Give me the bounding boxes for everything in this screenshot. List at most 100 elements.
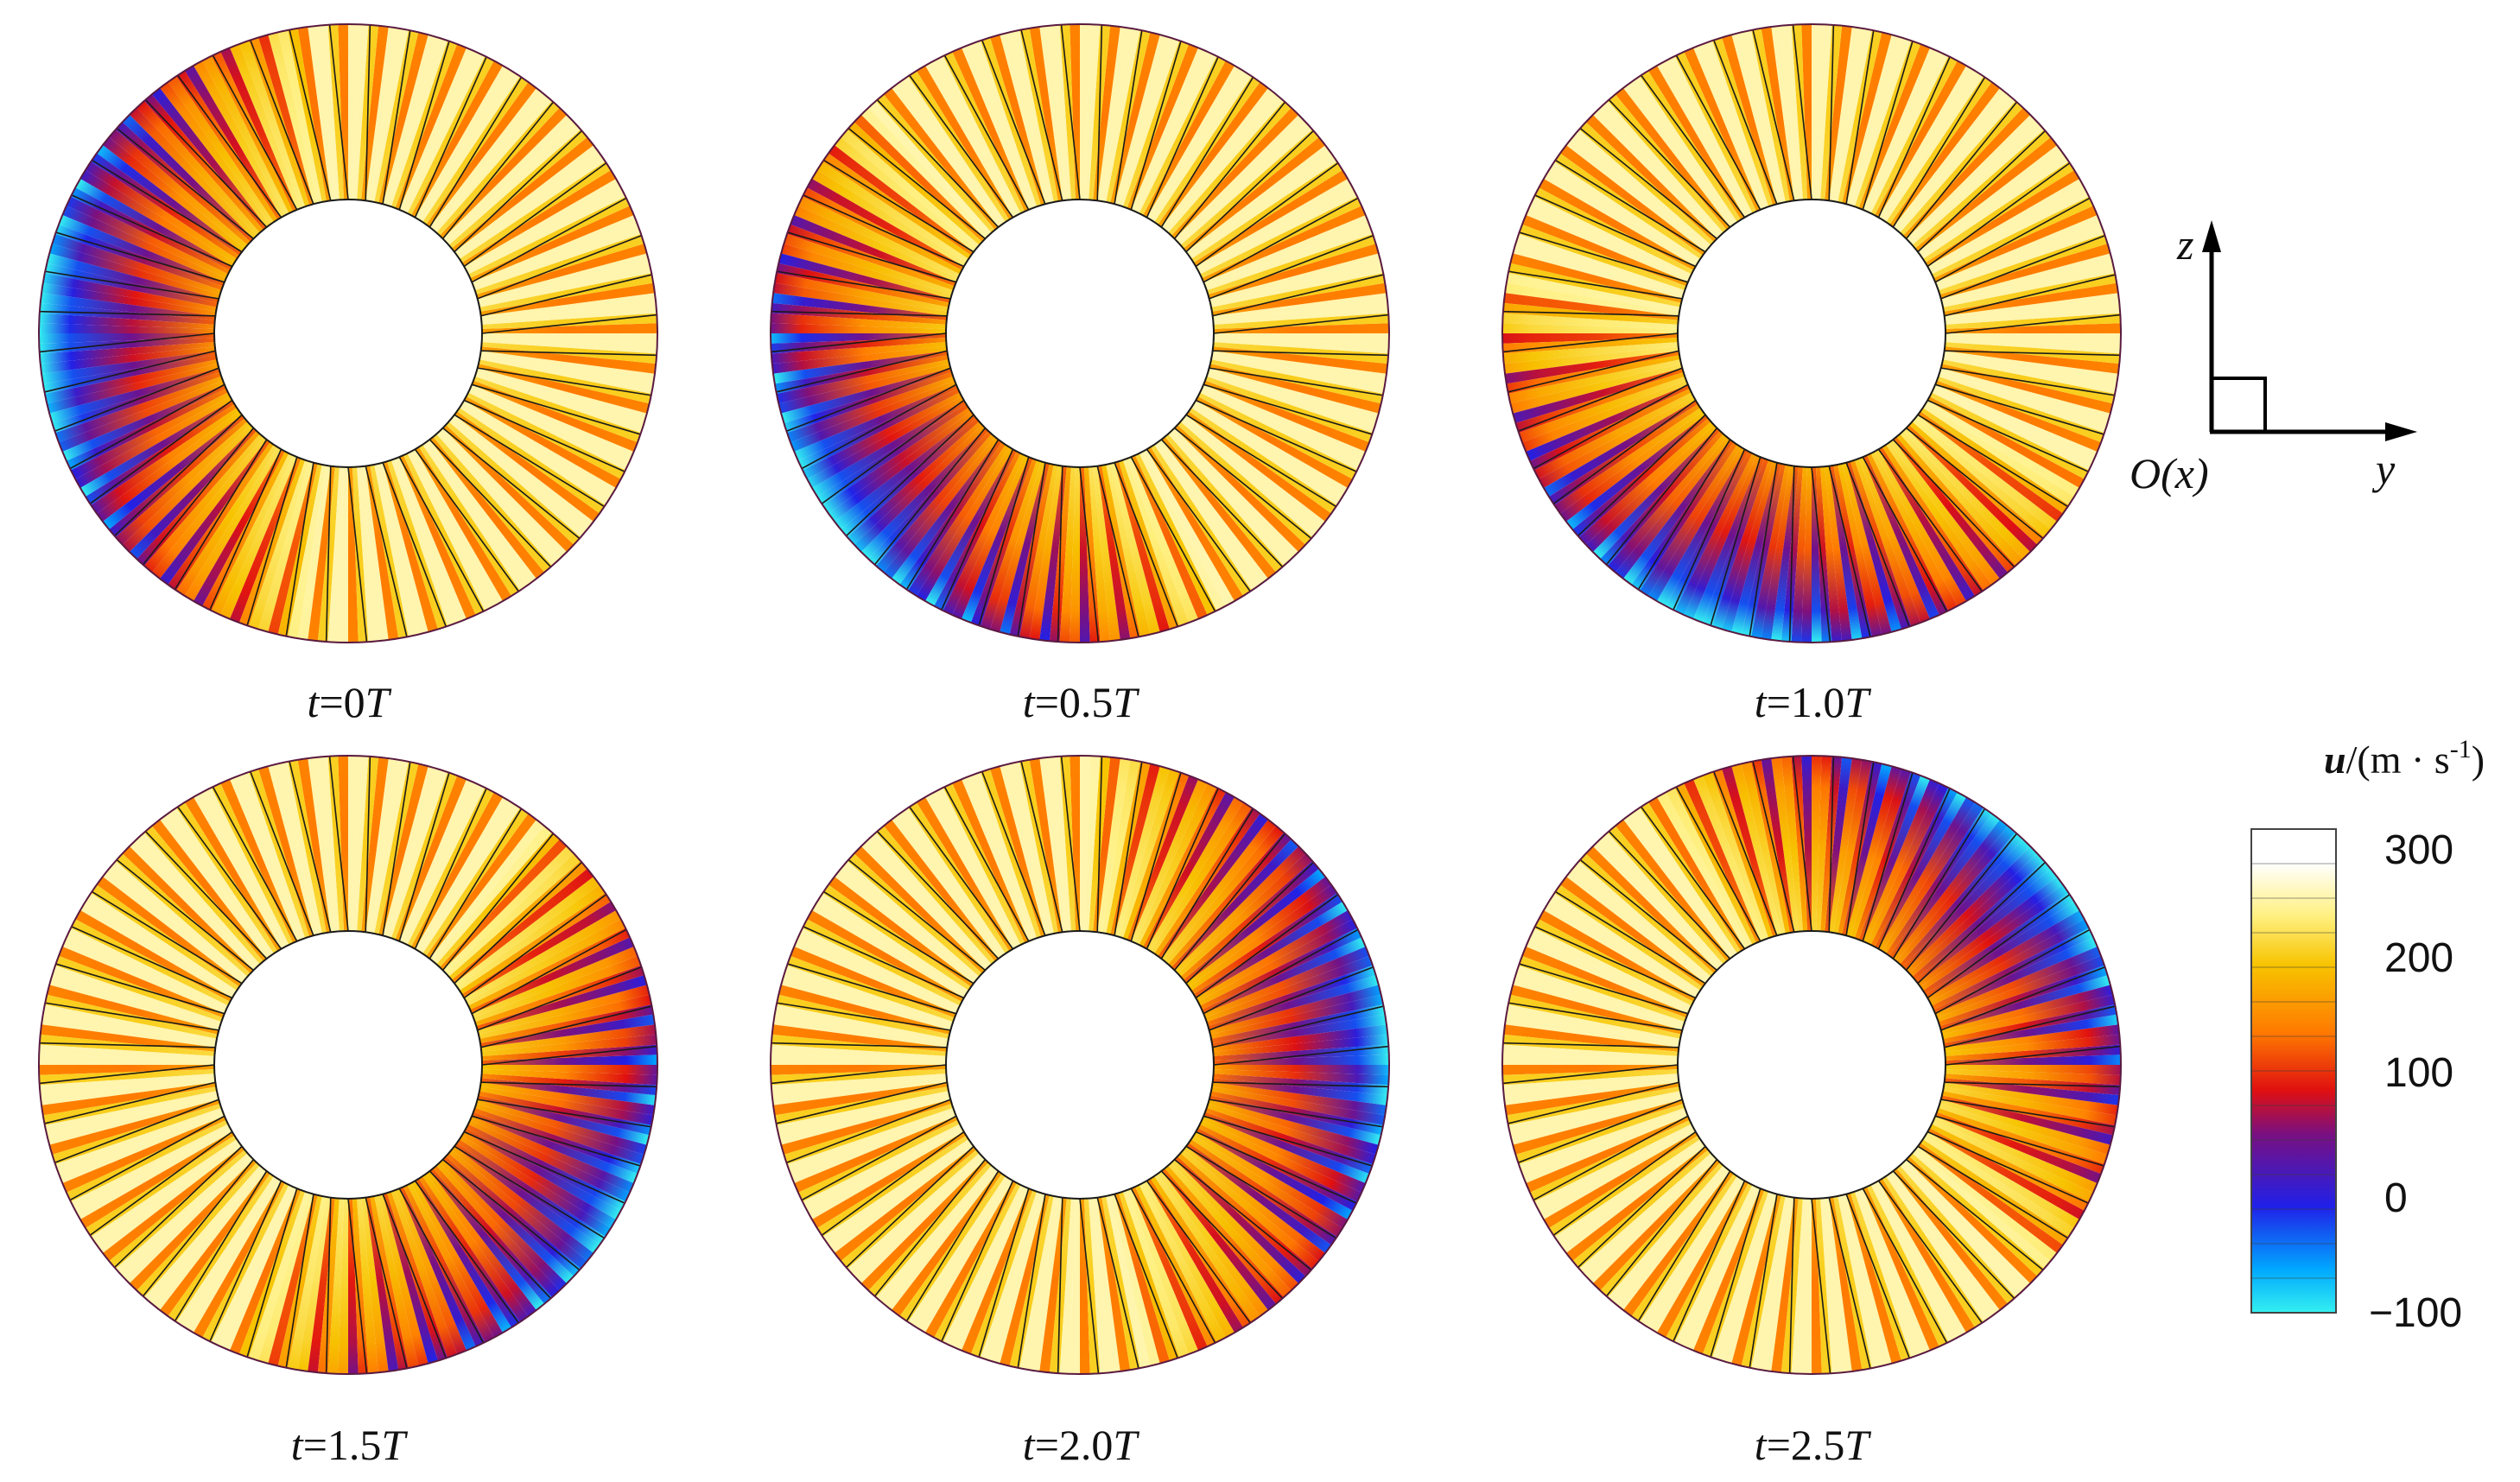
flow-sector bbox=[822, 408, 972, 514]
flow-sector bbox=[1209, 985, 1381, 1035]
flow-sector bbox=[822, 884, 972, 991]
flow-sector bbox=[1939, 368, 2111, 423]
blade-line bbox=[209, 448, 282, 611]
flow-sector bbox=[1722, 766, 1777, 937]
flow-sector bbox=[1914, 868, 2058, 984]
blade-line bbox=[1713, 40, 1778, 205]
flow-sector bbox=[115, 1153, 251, 1276]
blade-line bbox=[1945, 1045, 2121, 1066]
blade-line bbox=[55, 963, 225, 1015]
flow-sector bbox=[1889, 814, 2000, 960]
blade-line bbox=[471, 1115, 641, 1167]
blade-line bbox=[1174, 1158, 1312, 1271]
blade-line bbox=[1552, 1130, 1697, 1236]
flow-sector bbox=[229, 457, 302, 624]
flow-sector bbox=[75, 1128, 232, 1219]
flow-sector bbox=[479, 1086, 654, 1125]
blade-line bbox=[1209, 966, 1374, 1031]
flow-sector bbox=[66, 928, 228, 1010]
flow-sector bbox=[908, 444, 1010, 597]
flow-sector bbox=[934, 451, 1021, 611]
blade-line bbox=[1637, 439, 1731, 590]
blade-line bbox=[116, 127, 254, 240]
flow-sector bbox=[807, 396, 964, 488]
flow-sector bbox=[1059, 756, 1076, 932]
blade-line bbox=[480, 1005, 652, 1048]
flow-sector bbox=[1866, 51, 1949, 213]
blade-line bbox=[142, 428, 255, 566]
blade-line bbox=[771, 310, 948, 317]
flow-sector bbox=[899, 808, 1006, 957]
flow-sector bbox=[970, 40, 1038, 208]
flow-sector bbox=[1870, 1182, 1958, 1343]
flow-sector bbox=[52, 233, 222, 295]
flow-sector bbox=[1886, 1173, 1992, 1322]
blade-line bbox=[454, 130, 582, 253]
flow-sector bbox=[1213, 1069, 1389, 1086]
flow-sector bbox=[1932, 196, 2094, 279]
flow-sector bbox=[1912, 1150, 2051, 1270]
flow-sector bbox=[479, 1014, 655, 1048]
flow-sector bbox=[916, 446, 1013, 602]
blade-line bbox=[1749, 462, 1778, 636]
flow-sector bbox=[1666, 1182, 1753, 1343]
flow-sector bbox=[411, 60, 503, 218]
outer-casing bbox=[770, 755, 1390, 1375]
flow-sector bbox=[229, 1188, 302, 1355]
flow-sector bbox=[102, 415, 245, 530]
flow-sector bbox=[1158, 82, 1268, 228]
flow-sector bbox=[258, 766, 314, 937]
flow-sector bbox=[1101, 1196, 1140, 1371]
flow-sector bbox=[1196, 396, 1353, 488]
flow-sector bbox=[1791, 24, 1807, 200]
flow-sector bbox=[1206, 233, 1376, 295]
flow-sector bbox=[1515, 371, 1685, 434]
flow-sector bbox=[1920, 884, 2069, 991]
flow-sector bbox=[268, 32, 318, 205]
flow-sector bbox=[1906, 424, 2038, 553]
flow-sector bbox=[1943, 1004, 2117, 1043]
flow-sector bbox=[1801, 466, 1812, 643]
flow-sector bbox=[1585, 846, 1717, 974]
blade-line bbox=[1017, 1194, 1046, 1368]
blade-line bbox=[1146, 448, 1251, 592]
flow-sector bbox=[361, 757, 389, 933]
flow-sector bbox=[1203, 1112, 1370, 1184]
flow-sector bbox=[1139, 787, 1226, 947]
blade-line bbox=[39, 310, 216, 317]
flow-sector bbox=[1508, 359, 1682, 404]
flow-sector bbox=[1631, 76, 1737, 225]
flow-sector bbox=[822, 1139, 972, 1245]
blade-line bbox=[1212, 274, 1384, 317]
flow-sector bbox=[771, 323, 947, 333]
blade-line bbox=[803, 194, 965, 268]
flow-sector bbox=[407, 787, 494, 947]
flow-sector bbox=[66, 388, 228, 471]
flow-sector bbox=[378, 462, 428, 635]
flow-sector bbox=[1906, 114, 2038, 243]
flow-sector bbox=[1503, 293, 1679, 320]
flow-sector bbox=[841, 129, 980, 249]
flow-sector bbox=[62, 206, 226, 282]
flow-sector bbox=[1940, 1095, 2113, 1145]
y-axis-label: y bbox=[2371, 445, 2396, 493]
blade-line bbox=[1828, 756, 1835, 933]
flow-sector bbox=[773, 1082, 949, 1116]
flow-sector bbox=[771, 293, 948, 320]
blade-line bbox=[250, 771, 314, 936]
caption-panel-4: t=2.0T bbox=[1023, 1421, 1140, 1469]
flow-sector bbox=[1146, 446, 1244, 602]
flow-sector bbox=[1521, 380, 1688, 453]
flow-sector bbox=[258, 1193, 314, 1364]
flow-sector bbox=[473, 955, 642, 1023]
flow-sector bbox=[451, 136, 594, 252]
contour-panel-1 bbox=[770, 23, 1390, 643]
flow-sector bbox=[1722, 35, 1777, 206]
flow-sector bbox=[1212, 1024, 1388, 1052]
blade-line bbox=[89, 399, 233, 504]
flow-sector bbox=[1134, 782, 1217, 945]
flow-sector bbox=[771, 346, 948, 374]
flow-sector bbox=[1143, 1181, 1235, 1338]
flow-sector bbox=[943, 1185, 1025, 1347]
blade-line bbox=[1944, 1081, 2121, 1088]
